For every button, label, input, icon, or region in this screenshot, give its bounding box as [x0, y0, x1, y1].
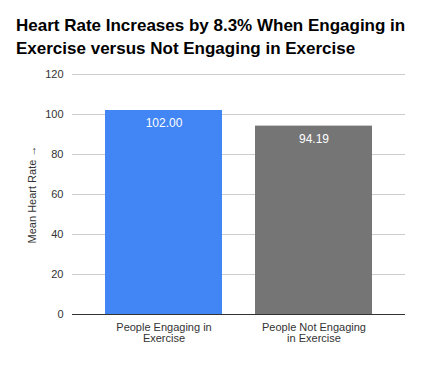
svg-text:40: 40	[51, 228, 63, 240]
svg-text:120: 120	[45, 68, 63, 80]
svg-text:80: 80	[51, 148, 63, 160]
svg-text:100: 100	[45, 108, 63, 120]
svg-text:20: 20	[51, 268, 63, 280]
svg-text:94.19: 94.19	[299, 132, 329, 146]
svg-text:102.00: 102.00	[146, 116, 183, 130]
svg-text:0: 0	[57, 308, 63, 320]
svg-text:People Engaging inExercise: People Engaging inExercise	[116, 321, 211, 344]
html-text:Heart Rate Increases by 8.3% W: Heart Rate Increases by 8.3% When Engagi…	[16, 16, 406, 58]
svg-text:60: 60	[51, 188, 63, 200]
svg-text:Mean Heart Rate →: Mean Heart Rate →	[26, 146, 38, 244]
svg-text:People Not Engagingin Exercise: People Not Engagingin Exercise	[262, 321, 366, 344]
